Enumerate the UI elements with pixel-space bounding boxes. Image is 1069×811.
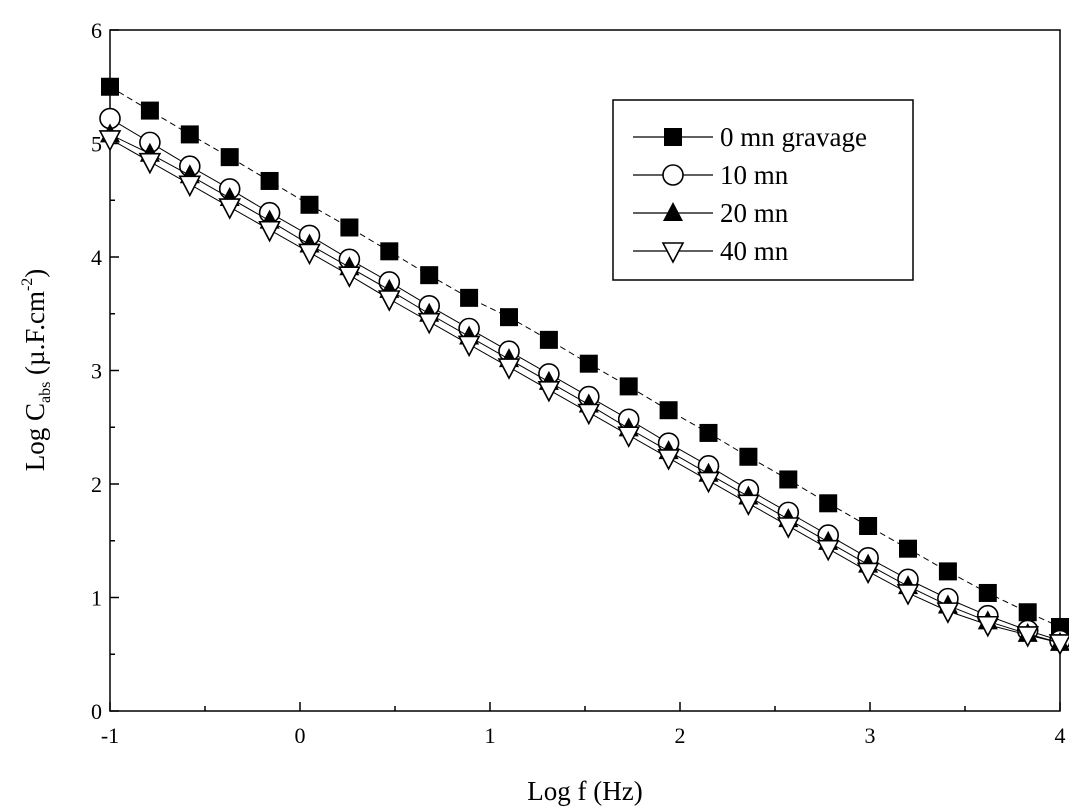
data-point <box>617 426 641 448</box>
x-axis-title: Log f (Hz) <box>527 776 642 806</box>
data-point <box>138 152 162 175</box>
data-point <box>420 266 439 285</box>
y-axis-title-subscript: abs <box>37 382 54 403</box>
series-1 <box>101 77 1069 637</box>
x-tick-label: 2 <box>675 723 686 748</box>
series-line <box>109 118 1061 642</box>
y-axis-title-superscript: -2 <box>19 278 36 291</box>
y-tick-label: 3 <box>91 359 102 384</box>
data-point <box>936 602 960 624</box>
y-axis-title: Log Cabs (µ.F.cm-2) <box>19 269 54 472</box>
data-point <box>500 308 518 327</box>
data-point <box>819 494 838 513</box>
y-axis-title-prefix: Log C <box>20 403 50 471</box>
data-point <box>662 164 684 186</box>
data-point <box>1018 603 1037 622</box>
data-point <box>1048 634 1069 656</box>
y-tick-label: 0 <box>91 699 102 724</box>
x-tick-label: 0 <box>295 723 306 748</box>
data-point <box>220 148 239 167</box>
legend-label: 0 mn gravage <box>720 122 867 152</box>
data-point <box>340 218 359 237</box>
data-point <box>659 401 678 420</box>
data-point <box>377 290 401 312</box>
y-tick-label: 6 <box>91 18 102 43</box>
data-point <box>258 220 281 243</box>
data-point <box>140 101 159 120</box>
data-point <box>539 330 558 349</box>
data-point <box>663 202 683 221</box>
legend: 0 mn gravage 10 mn 20 mn 40 mn <box>612 99 914 281</box>
data-point <box>417 312 441 335</box>
legend-label: 10 mn <box>720 160 789 190</box>
legend-entry: 40 mn <box>633 236 789 266</box>
data-point <box>619 377 638 396</box>
data-point <box>577 403 601 426</box>
data-point <box>260 171 279 190</box>
data-point <box>779 470 798 489</box>
data-point <box>899 539 917 558</box>
data-point <box>101 77 119 96</box>
data-point <box>664 128 682 146</box>
data-point <box>338 266 361 288</box>
data-point <box>938 562 957 581</box>
data-point <box>859 516 878 535</box>
y-axis-title-unit: (µ.F.cm <box>20 291 50 382</box>
y-tick-label: 4 <box>91 245 102 270</box>
x-tick-label: -1 <box>101 723 119 748</box>
data-point <box>1016 626 1040 648</box>
data-point <box>300 195 319 214</box>
y-axis-title-close: ) <box>20 269 50 278</box>
data-point <box>896 584 920 606</box>
data-point <box>661 242 685 264</box>
data-point <box>657 449 680 471</box>
data-point <box>976 615 1000 638</box>
series-4 <box>98 130 1069 656</box>
data-point <box>739 447 758 466</box>
data-point <box>537 380 561 403</box>
y-tick-labels: 0 1 2 3 4 5 6 <box>91 18 102 724</box>
legend-entries: 0 mn gravage 10 mn 20 mn 40 mn <box>633 122 867 266</box>
y-tick-label: 2 <box>91 472 102 497</box>
legend-entry: 0 mn gravage <box>633 122 867 152</box>
data-point <box>978 583 997 602</box>
legend-label: 20 mn <box>720 198 789 228</box>
y-tick-label: 1 <box>91 586 102 611</box>
legend-entry: 20 mn <box>633 198 789 228</box>
x-tick-label: 1 <box>485 723 496 748</box>
data-point <box>298 243 321 266</box>
legend-label: 40 mn <box>720 236 789 266</box>
data-point <box>737 494 760 517</box>
series-layer <box>98 77 1069 656</box>
data-point <box>697 471 720 494</box>
x-tick-label: 4 <box>1055 723 1066 748</box>
data-point <box>776 517 800 539</box>
data-point <box>699 423 718 442</box>
data-point <box>380 242 399 261</box>
data-point <box>460 288 479 307</box>
data-point <box>178 175 202 198</box>
x-tick-label: 3 <box>865 723 876 748</box>
data-point <box>180 125 199 144</box>
data-point <box>457 335 481 358</box>
data-point <box>816 539 840 562</box>
series-2 <box>99 107 1069 652</box>
data-point <box>218 198 242 220</box>
data-point <box>98 130 122 152</box>
axis-ticks <box>109 29 1061 712</box>
legend-entry: 10 mn <box>633 160 789 190</box>
x-tick-labels: -1 0 1 2 3 4 <box>101 723 1066 748</box>
y-tick-label: 5 <box>91 132 102 157</box>
legend-box <box>612 99 914 281</box>
data-point <box>579 354 598 373</box>
data-point <box>856 562 880 585</box>
data-point <box>497 358 521 380</box>
